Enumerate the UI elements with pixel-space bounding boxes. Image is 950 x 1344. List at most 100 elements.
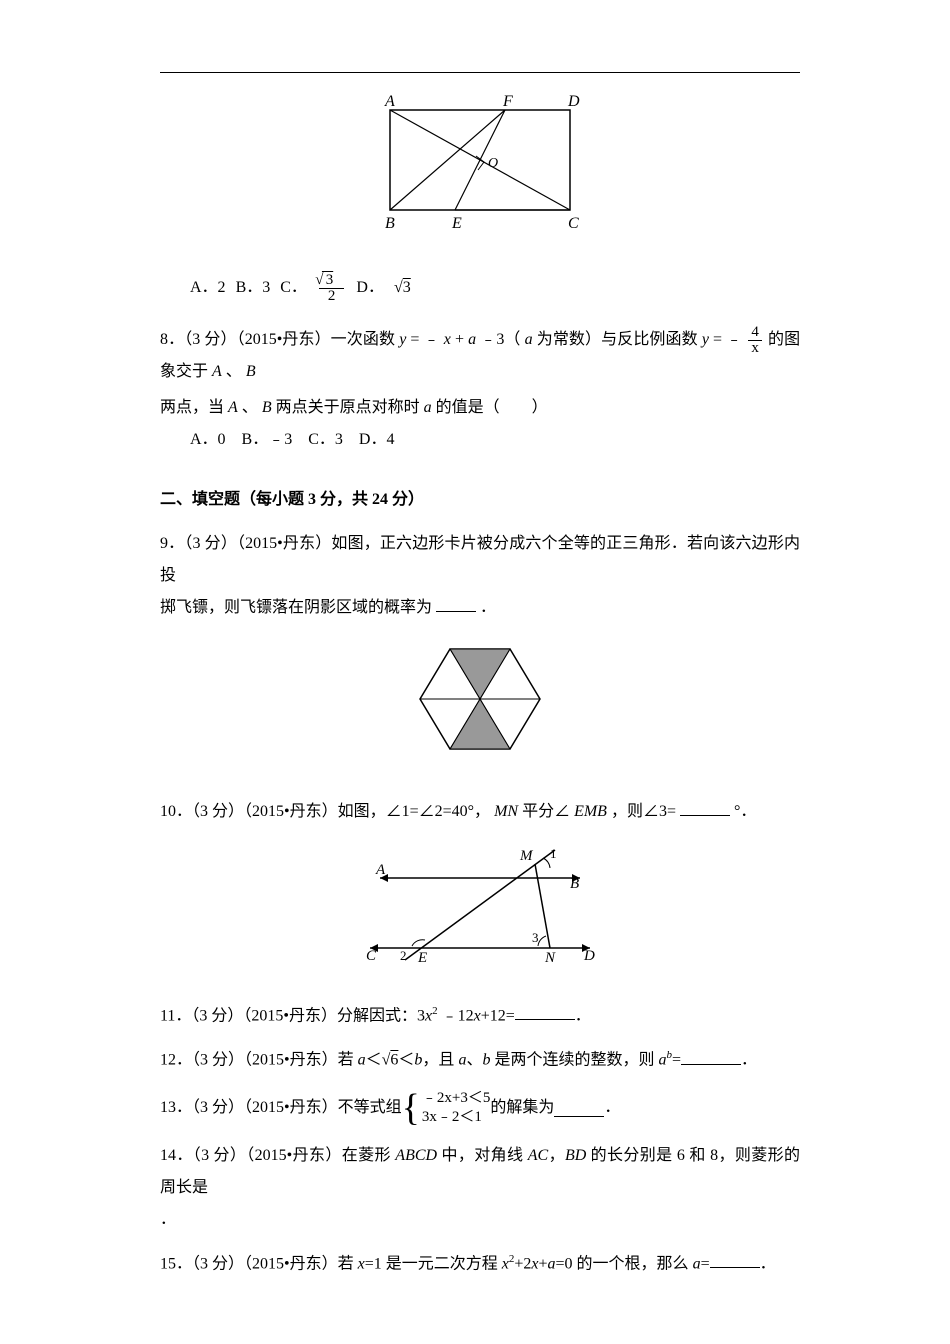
page: A F D B E C O A．2 B．3 C． 3√ 2 D． √3 8．（3… xyxy=(0,0,950,1344)
q11-g: ． xyxy=(575,1007,591,1024)
q8-B: B xyxy=(246,363,256,380)
q15-h: + xyxy=(539,1255,548,1272)
q8-t3: + xyxy=(455,331,464,348)
q8-l2c: 、 xyxy=(242,399,258,416)
q13-sys2: 3x﹣2＜1 xyxy=(422,1109,482,1125)
lbl-3: 3 xyxy=(532,930,539,945)
q8-frac: 4 x xyxy=(748,325,762,356)
q15-l: = xyxy=(701,1255,710,1272)
label-A: A xyxy=(384,93,395,110)
q9-l2b: ． xyxy=(480,599,496,616)
q8-A: A xyxy=(212,363,222,380)
q12-g: ，且 xyxy=(422,1052,458,1069)
lbl-M: M xyxy=(519,848,534,864)
q10: 10．（3 分）（2015•丹东）如图，∠1=∠2=40°， MN 平分∠ EM… xyxy=(160,796,800,828)
q8-y2: y xyxy=(702,331,709,348)
q14-e: ， xyxy=(548,1147,565,1164)
q8-l2A: A xyxy=(228,399,238,416)
q7-optA: A．2 xyxy=(190,272,226,304)
label-B: B xyxy=(385,215,395,232)
q7-optD-prefix: D． xyxy=(356,272,384,304)
section2-title: 二、填空题（每小题 3 分，共 24 分） xyxy=(160,484,800,516)
q15-g: x xyxy=(531,1255,538,1272)
q14-b: ABCD xyxy=(395,1147,437,1164)
q10-MN: MN xyxy=(494,803,518,820)
q8-l2g: 的值是（ ） xyxy=(436,399,548,416)
lbl-N: N xyxy=(544,950,556,966)
q13-sys1: ﹣2x+3＜5 xyxy=(422,1090,490,1106)
q12-sqrt: √6 xyxy=(382,1052,399,1069)
q8-l2B: B xyxy=(262,399,272,416)
q8-a1: a xyxy=(468,331,476,348)
q7-figure: A F D B E C O xyxy=(160,90,800,252)
header-rule xyxy=(160,72,800,73)
q13: 13．（3 分）（2015•丹东）不等式组 { ﹣2x+3＜5 3x﹣2＜1 的… xyxy=(160,1089,800,1128)
lbl-2: 2 xyxy=(400,948,407,963)
q15-k: a xyxy=(693,1255,701,1272)
rectangle-diagram: A F D B E C O xyxy=(360,90,600,240)
q10-f: °． xyxy=(734,803,756,820)
label-E: E xyxy=(451,215,462,232)
q12-blank xyxy=(681,1048,741,1065)
content: A F D B E C O A．2 B．3 C． 3√ 2 D． √3 8．（3… xyxy=(160,90,800,1280)
q10-e: ，则∠3= xyxy=(611,803,676,820)
q8: 8．（3 分）（2015•丹东）一次函数 y = ﹣ x + a ﹣3（ a 为… xyxy=(160,324,800,388)
q11-blank xyxy=(515,1003,575,1020)
q8-l2a2: a xyxy=(424,399,432,416)
label-F: F xyxy=(502,93,513,110)
q14-d: AC xyxy=(528,1147,548,1164)
q10-EMB: EMB xyxy=(574,803,607,820)
q13-a: 13．（3 分）（2015•丹东）不等式组 xyxy=(160,1092,402,1124)
q14-h: ． xyxy=(160,1211,176,1228)
q13-system: { ﹣2x+3＜5 3x﹣2＜1 xyxy=(402,1089,491,1128)
q8-t4: ﹣3（ xyxy=(480,331,520,348)
q8-t8: 、 xyxy=(226,363,242,380)
q8-x1: x xyxy=(444,331,451,348)
q9-line2: 掷飞镖，则飞镖落在阴影区域的概率为 ． xyxy=(160,592,800,624)
q8-t2: = ﹣ xyxy=(410,331,439,348)
q12-o: ． xyxy=(741,1052,757,1069)
q8-line2: 两点，当 A 、 B 两点关于原点对称时 a 的值是（ ） xyxy=(160,392,800,424)
lbl-B: B xyxy=(570,876,579,892)
q12-k: 是两个连续的整数，则 xyxy=(490,1052,658,1069)
q9-figure xyxy=(160,634,800,776)
q8-a2: a xyxy=(525,331,533,348)
q14-a: 14．（3 分）（2015•丹东）在菱形 xyxy=(160,1147,395,1164)
q15: 15．（3 分）（2015•丹东）若 x=1 是一元二次方程 x2+2x+a=0… xyxy=(160,1248,800,1280)
q14-f: BD xyxy=(565,1147,586,1164)
q8-y1: y xyxy=(399,331,406,348)
q10-blank xyxy=(680,799,730,816)
lbl-E: E xyxy=(417,950,427,966)
angle-diagram: A B C D E M N 1 2 3 xyxy=(340,838,620,968)
q14: 14．（3 分）（2015•丹东）在菱形 ABCD 中，对角线 AC，BD 的长… xyxy=(160,1140,800,1204)
q15-i: a xyxy=(548,1255,556,1272)
q12-e: ＜ xyxy=(398,1052,414,1069)
q14-line2: ． xyxy=(160,1204,800,1236)
q7-optD: √3 xyxy=(394,272,411,304)
q12-i: 、 xyxy=(466,1052,482,1069)
q8-l2e: 两点关于原点对称时 xyxy=(276,399,424,416)
q11: 11．（3 分）（2015•丹东）分解因式：3x2 ﹣12x+12=． xyxy=(160,1000,800,1032)
lbl-C: C xyxy=(366,948,377,964)
q9-line1: 9．（3 分）（2015•丹东）如图，正六边形卡片被分成六个全等的正三角形．若向… xyxy=(160,528,800,592)
q8-l2a: 两点，当 xyxy=(160,399,228,416)
label-C: C xyxy=(568,215,579,232)
lbl-1: 1 xyxy=(550,846,557,861)
q13-b: 的解集为 xyxy=(490,1092,554,1124)
q15-b: x xyxy=(358,1255,365,1272)
q15-a: 15．（3 分）（2015•丹东）若 xyxy=(160,1255,358,1272)
hexagon-diagram xyxy=(405,634,555,764)
q12: 12．（3 分）（2015•丹东）若 a＜√6＜b，且 a、b 是两个连续的整数… xyxy=(160,1044,800,1076)
q10-figure: A B C D E M N 1 2 3 xyxy=(160,838,800,980)
q15-blank xyxy=(710,1251,760,1268)
label-D: D xyxy=(567,93,580,110)
q15-f: +2 xyxy=(514,1255,531,1272)
q8-t1: 8．（3 分）（2015•丹东）一次函数 xyxy=(160,331,399,348)
q7-optC-frac: 3√ 2 xyxy=(319,273,344,304)
q15-j: =0 的一个根，那么 xyxy=(556,1255,693,1272)
q12-a: 12．（3 分）（2015•丹东）若 xyxy=(160,1052,358,1069)
q8-options: A．0 B．﹣3 C．3 D．4 xyxy=(160,424,800,456)
q11-e: x xyxy=(474,1007,481,1024)
q15-m: ． xyxy=(760,1255,776,1272)
q7-optC-prefix: C． xyxy=(280,272,307,304)
